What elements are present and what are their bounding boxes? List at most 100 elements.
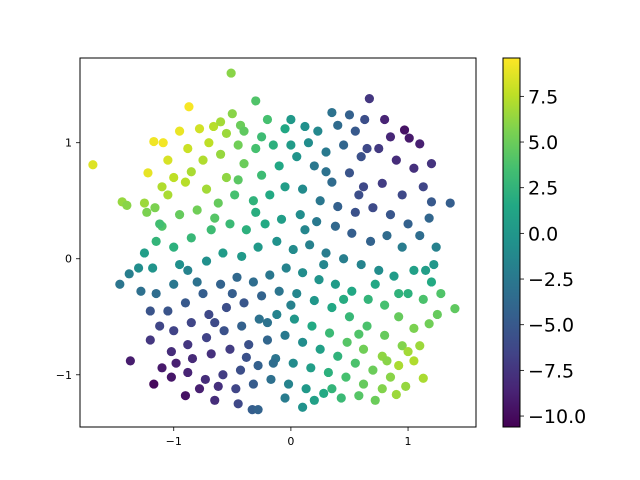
- scatter-point: [409, 265, 419, 275]
- scatter-point: [265, 270, 275, 280]
- scatter-point: [163, 306, 173, 316]
- scatter-point: [436, 288, 446, 299]
- scatter-point: [360, 114, 370, 125]
- scatter-point: [149, 379, 159, 389]
- scatter-point: [298, 402, 308, 412]
- scatter-point: [309, 295, 319, 306]
- scatter-point: [183, 367, 193, 378]
- plot-area: [88, 68, 460, 415]
- scatter-point: [363, 294, 373, 304]
- scatter-point: [200, 374, 210, 385]
- scatter-point: [186, 233, 196, 243]
- scatter-point: [330, 279, 341, 289]
- scatter-point: [151, 236, 161, 246]
- scatter-point: [356, 259, 366, 270]
- scatter-point: [251, 96, 261, 106]
- scatter-point: [327, 107, 337, 118]
- scatter-point: [142, 207, 152, 217]
- scatter-point: [426, 158, 437, 169]
- scatter-point: [218, 370, 228, 380]
- scatter-point: [215, 117, 226, 127]
- scatter-point: [313, 126, 323, 136]
- scatter-point: [409, 356, 419, 366]
- scatter-point: [358, 182, 369, 192]
- scatter-point: [266, 374, 276, 385]
- scatter-point: [399, 125, 410, 135]
- scatter-point: [354, 190, 364, 200]
- scatter-point: [180, 298, 191, 308]
- scatter-point: [274, 161, 284, 171]
- scatter-point: [268, 140, 278, 150]
- scatter-point: [327, 384, 337, 394]
- scatter-point: [169, 326, 179, 336]
- scatter-point: [301, 384, 311, 394]
- scatter-point: [248, 379, 258, 389]
- scatter-point: [235, 365, 246, 375]
- scatter-point: [133, 263, 144, 273]
- scatter-point: [241, 352, 251, 362]
- scatter-point: [344, 312, 355, 322]
- scatter-point: [166, 346, 176, 357]
- scatter-point: [426, 197, 437, 207]
- scatter-point: [221, 302, 232, 313]
- scatter-point: [226, 68, 236, 78]
- scatter-point: [204, 309, 214, 320]
- scatter-point: [237, 251, 247, 262]
- scatter-point: [145, 335, 155, 345]
- scatter-point: [342, 337, 352, 347]
- y-tick-label: 0: [65, 253, 72, 266]
- scatter-point: [339, 294, 349, 304]
- scatter-point: [163, 155, 173, 165]
- axes-frame: [79, 57, 477, 428]
- scatter-point: [157, 182, 167, 192]
- scatter-point: [321, 248, 331, 258]
- scatter-point: [323, 367, 333, 378]
- scatter-point: [280, 393, 290, 403]
- scatter-point: [204, 138, 214, 148]
- scatter-point: [368, 203, 378, 213]
- x-tick-label: 0: [287, 435, 294, 448]
- scatter-point: [237, 321, 247, 331]
- scatter-point: [233, 140, 243, 150]
- scatter-point: [251, 207, 261, 217]
- scatter-point: [239, 126, 249, 136]
- scatter-point: [115, 279, 125, 289]
- scatter-point: [362, 321, 372, 331]
- scatter-point: [364, 94, 374, 104]
- scatter-point: [403, 288, 413, 299]
- colorbar-tick-label: 2.5: [528, 178, 558, 200]
- scatter-point: [382, 356, 392, 366]
- scatter-point: [253, 404, 263, 415]
- scatter-point: [256, 291, 267, 301]
- scatter-point: [139, 198, 150, 208]
- scatter-point: [292, 288, 302, 299]
- scatter-point: [241, 225, 251, 235]
- scatter-point: [306, 363, 316, 373]
- scatter-point: [307, 321, 317, 331]
- scatter-point: [356, 152, 366, 162]
- scatter-point: [380, 114, 390, 125]
- scatter-point: [206, 225, 216, 235]
- scatter-point: [225, 219, 235, 229]
- scatter-point: [254, 314, 264, 324]
- scatter-point: [418, 182, 428, 192]
- scatter-point: [315, 344, 325, 354]
- scatter-point: [391, 389, 401, 400]
- scatter-point: [426, 277, 437, 287]
- scatter-point: [445, 198, 455, 208]
- scatter-point: [300, 121, 310, 132]
- scatter-point: [169, 242, 179, 252]
- scatter-point: [280, 330, 290, 340]
- y-tick-label: −1: [56, 369, 72, 382]
- scatter-point: [292, 152, 302, 162]
- scatter-point: [183, 265, 193, 275]
- scatter-point: [262, 335, 273, 345]
- scatter-point: [354, 391, 364, 401]
- scatter-point: [265, 190, 275, 200]
- scatter-point: [183, 340, 193, 350]
- scatter-point: [377, 178, 387, 188]
- scatter-point: [231, 384, 241, 394]
- scatter-point: [184, 102, 194, 112]
- colorbar-axis: 7.5 5.0 2.5 0.0 −2.5 −5.0 −7.5 −10.0: [520, 86, 586, 428]
- scatter-point: [389, 271, 399, 281]
